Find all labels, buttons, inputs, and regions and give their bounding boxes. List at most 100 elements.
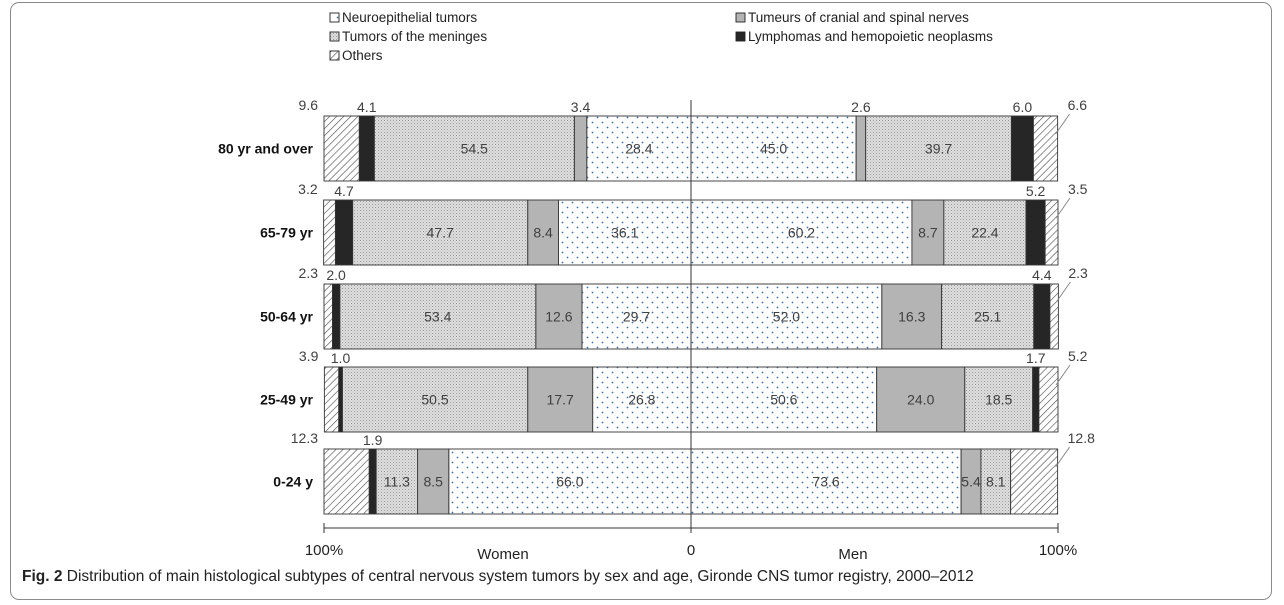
data-label-women-others-65-79-yr: 3.2 bbox=[298, 181, 318, 197]
data-label-women-others-0-24-y: 12.3 bbox=[291, 430, 318, 446]
data-label-women-neuroepithelial-tumors-0-24-y: 66.0 bbox=[556, 474, 583, 490]
data-label-women-tumeurs-of-cranial-and-spinal-nerves-0-24-y: 8.5 bbox=[423, 474, 443, 490]
category-label-65-79-yr: 65-79 yr bbox=[260, 225, 313, 241]
bar-women-others-50-64-yr bbox=[323, 283, 333, 350]
bar-women-lymphomas-and-hemopoietic-neoplasms-50-64-yr bbox=[331, 283, 341, 350]
data-label-men-tumors-of-the-meninges-80-yr-and-over: 39.7 bbox=[925, 141, 952, 157]
category-label-80-yr-and-over: 80 yr and over bbox=[218, 141, 313, 157]
data-label-women-others-50-64-yr: 2.3 bbox=[299, 265, 319, 281]
x-tick-label-center: 0 bbox=[687, 542, 695, 559]
data-label-women-lymphomas-65-79-yr: 4.7 bbox=[334, 183, 354, 199]
data-label-women-tumors-of-the-meninges-25-49-yr: 50.5 bbox=[421, 392, 448, 408]
data-label-men-others-25-49-yr: 5.2 bbox=[1068, 348, 1088, 364]
legend: Neuroepithelial tumors Tumeurs of cranial… bbox=[329, 10, 993, 63]
bar-women-others-25-49-yr bbox=[323, 366, 340, 433]
data-label-men-neuroepithelial-tumors-25-49-yr: 50.6 bbox=[770, 392, 797, 408]
bar-men-lymphomas-and-hemopoietic-neoplasms-65-79-yr bbox=[1025, 199, 1046, 266]
caption-text: Distribution of main histological subtyp… bbox=[66, 568, 974, 585]
bar-women-neuroepithelial-tumors-50-64-yr bbox=[581, 283, 692, 350]
data-label-women-lymphomas-80-yr-and-over: 4.1 bbox=[357, 99, 377, 115]
bar-women-lymphomas-and-hemopoietic-neoplasms-25-49-yr bbox=[338, 366, 343, 433]
data-label-men-lymphomas-25-49-yr: 1.7 bbox=[1026, 350, 1046, 366]
legend-swatch-tumeurs-of-cranial-and-spinal-nerves bbox=[735, 12, 746, 23]
figure-caption: Fig. 2 Distribution of main histological… bbox=[22, 568, 1262, 586]
bar-men-tumors-of-the-meninges-25-49-yr bbox=[964, 366, 1034, 433]
data-label-women-neuroepithelial-tumors-50-64-yr: 29.7 bbox=[623, 309, 650, 325]
category-label-50-64-yr: 50-64 yr bbox=[260, 309, 313, 325]
data-label-men-lymphomas-50-64-yr: 4.4 bbox=[1032, 267, 1052, 283]
data-label-men-tumors-of-the-meninges-50-64-yr: 25.1 bbox=[974, 309, 1001, 325]
data-label-men-tumeurs-of-cranial-and-spinal-nerves-0-24-y: 5.4 bbox=[961, 474, 981, 490]
data-label-women-neuroepithelial-tumors-80-yr-and-over: 28.4 bbox=[625, 141, 652, 157]
leader-line-men-65-79-yr bbox=[1055, 197, 1071, 219]
data-label-women-neuroepithelial-tumors-65-79-yr: 36.1 bbox=[611, 225, 638, 241]
bar-men-tumors-of-the-meninges-0-24-y bbox=[980, 448, 1012, 515]
legend-swatch-tumors-of-the-meninges bbox=[329, 31, 340, 42]
legend-label-lymphomas-and-hemopoietic-neoplasms: Lymphomas and hemopoietic neoplasms bbox=[748, 29, 993, 44]
legend-label-others: Others bbox=[342, 48, 383, 63]
data-label-women-tumeurs-of-cranial-and-spinal-nerves-80-yr-and-over: 3.4 bbox=[571, 99, 591, 115]
caption-label: Fig. 2 bbox=[22, 568, 63, 585]
leader-line-men-0-24-y bbox=[1055, 446, 1071, 468]
bar-men-neuroepithelial-tumors-50-64-yr bbox=[690, 283, 883, 350]
bar-women-others-80-yr-and-over bbox=[323, 115, 360, 182]
bar-women-tumeurs-of-cranial-and-spinal-nerves-0-24-y bbox=[417, 448, 450, 515]
data-label-men-neuroepithelial-tumors-50-64-yr: 52.0 bbox=[773, 309, 800, 325]
leader-line-men-25-49-yr bbox=[1055, 364, 1071, 386]
bar-women-others-65-79-yr bbox=[323, 199, 336, 266]
data-label-men-others-80-yr-and-over: 6.6 bbox=[1068, 97, 1088, 113]
data-label-men-neuroepithelial-tumors-0-24-y: 73.6 bbox=[812, 474, 839, 490]
bar-men-neuroepithelial-tumors-25-49-yr bbox=[690, 366, 878, 433]
data-label-men-tumeurs-of-cranial-and-spinal-nerves-65-79-yr: 8.7 bbox=[918, 225, 938, 241]
data-label-men-tumeurs-of-cranial-and-spinal-nerves-25-49-yr: 24.0 bbox=[907, 392, 934, 408]
legend-swatch-lymphomas-and-hemopoietic-neoplasms bbox=[735, 31, 746, 42]
bar-men-tumeurs-of-cranial-and-spinal-nerves-80-yr-and-over bbox=[855, 115, 867, 182]
bar-women-tumors-of-the-meninges-0-24-y bbox=[375, 448, 419, 515]
bar-men-lymphomas-and-hemopoietic-neoplasms-50-64-yr bbox=[1033, 283, 1051, 350]
bar-women-tumeurs-of-cranial-and-spinal-nerves-80-yr-and-over bbox=[573, 115, 588, 182]
bar-men-tumors-of-the-meninges-50-64-yr bbox=[941, 283, 1035, 350]
bar-men-lymphomas-and-hemopoietic-neoplasms-25-49-yr bbox=[1032, 366, 1040, 433]
x-tick-label-left: 100% bbox=[305, 542, 343, 559]
data-label-men-tumeurs-of-cranial-and-spinal-nerves-80-yr-and-over: 2.6 bbox=[851, 99, 871, 115]
bar-men-tumeurs-of-cranial-and-spinal-nerves-65-79-yr bbox=[911, 199, 945, 266]
bar-men-tumors-of-the-meninges-80-yr-and-over bbox=[865, 115, 1012, 182]
x-axis-label-women: Women bbox=[477, 546, 528, 563]
data-label-men-tumeurs-of-cranial-and-spinal-nerves-50-64-yr: 16.3 bbox=[898, 309, 925, 325]
data-label-men-tumors-of-the-meninges-0-24-y: 8.1 bbox=[986, 474, 1006, 490]
data-label-women-tumeurs-of-cranial-and-spinal-nerves-65-79-yr: 8.4 bbox=[533, 225, 553, 241]
legend-swatch-neuroepithelial-tumors bbox=[329, 12, 340, 23]
category-label-25-49-yr: 25-49 yr bbox=[260, 392, 313, 408]
data-label-women-neuroepithelial-tumors-25-49-yr: 26.8 bbox=[628, 392, 655, 408]
bar-women-neuroepithelial-tumors-65-79-yr bbox=[558, 199, 692, 266]
x-axis: 100% 0 100% Women Men bbox=[305, 523, 1077, 563]
data-label-women-tumors-of-the-meninges-65-79-yr: 47.7 bbox=[427, 225, 454, 241]
data-label-men-others-0-24-y: 12.8 bbox=[1068, 430, 1095, 446]
bar-men-lymphomas-and-hemopoietic-neoplasms-80-yr-and-over bbox=[1010, 115, 1034, 182]
bar-women-tumors-of-the-meninges-65-79-yr bbox=[352, 199, 529, 266]
leader-line-men-50-64-yr bbox=[1055, 281, 1071, 303]
bar-men-others-80-yr-and-over bbox=[1032, 115, 1059, 182]
bar-men-neuroepithelial-tumors-80-yr-and-over bbox=[690, 115, 857, 182]
bar-men-others-50-64-yr bbox=[1049, 283, 1059, 350]
bar-men-tumeurs-of-cranial-and-spinal-nerves-50-64-yr bbox=[881, 283, 943, 350]
data-label-men-others-65-79-yr: 3.5 bbox=[1068, 181, 1088, 197]
bar-men-neuroepithelial-tumors-0-24-y bbox=[690, 448, 962, 515]
bar-women-neuroepithelial-tumors-80-yr-and-over bbox=[586, 115, 692, 182]
bar-women-others-0-24-y bbox=[323, 448, 370, 515]
data-label-women-lymphomas-0-24-y: 1.9 bbox=[363, 432, 383, 448]
data-label-men-neuroepithelial-tumors-80-yr-and-over: 45.0 bbox=[760, 141, 787, 157]
bar-men-others-65-79-yr bbox=[1044, 199, 1059, 266]
legend-label-tumeurs-of-cranial-and-spinal-nerves: Tumeurs of cranial and spinal nerves bbox=[748, 10, 969, 25]
bar-women-tumeurs-of-cranial-and-spinal-nerves-50-64-yr bbox=[535, 283, 583, 350]
bar-women-neuroepithelial-tumors-25-49-yr bbox=[592, 366, 692, 433]
data-label-men-neuroepithelial-tumors-65-79-yr: 60.2 bbox=[788, 225, 815, 241]
pyramid-chart: Neuroepithelial tumors Tumeurs of cranial… bbox=[218, 10, 1095, 563]
bars-layer: 80 yr and over 28.4 3.4 54.5 4.1 9.6 45.0 2.6 39… bbox=[218, 97, 1095, 528]
x-tick-label-right: 100% bbox=[1039, 542, 1077, 559]
leader-line-men-80-yr-and-over bbox=[1055, 113, 1071, 135]
bar-women-neuroepithelial-tumors-0-24-y bbox=[448, 448, 692, 515]
legend-swatch-others bbox=[329, 50, 340, 61]
data-label-women-tumeurs-of-cranial-and-spinal-nerves-25-49-yr: 17.7 bbox=[547, 392, 574, 408]
bar-women-lymphomas-and-hemopoietic-neoplasms-0-24-y bbox=[368, 448, 377, 515]
